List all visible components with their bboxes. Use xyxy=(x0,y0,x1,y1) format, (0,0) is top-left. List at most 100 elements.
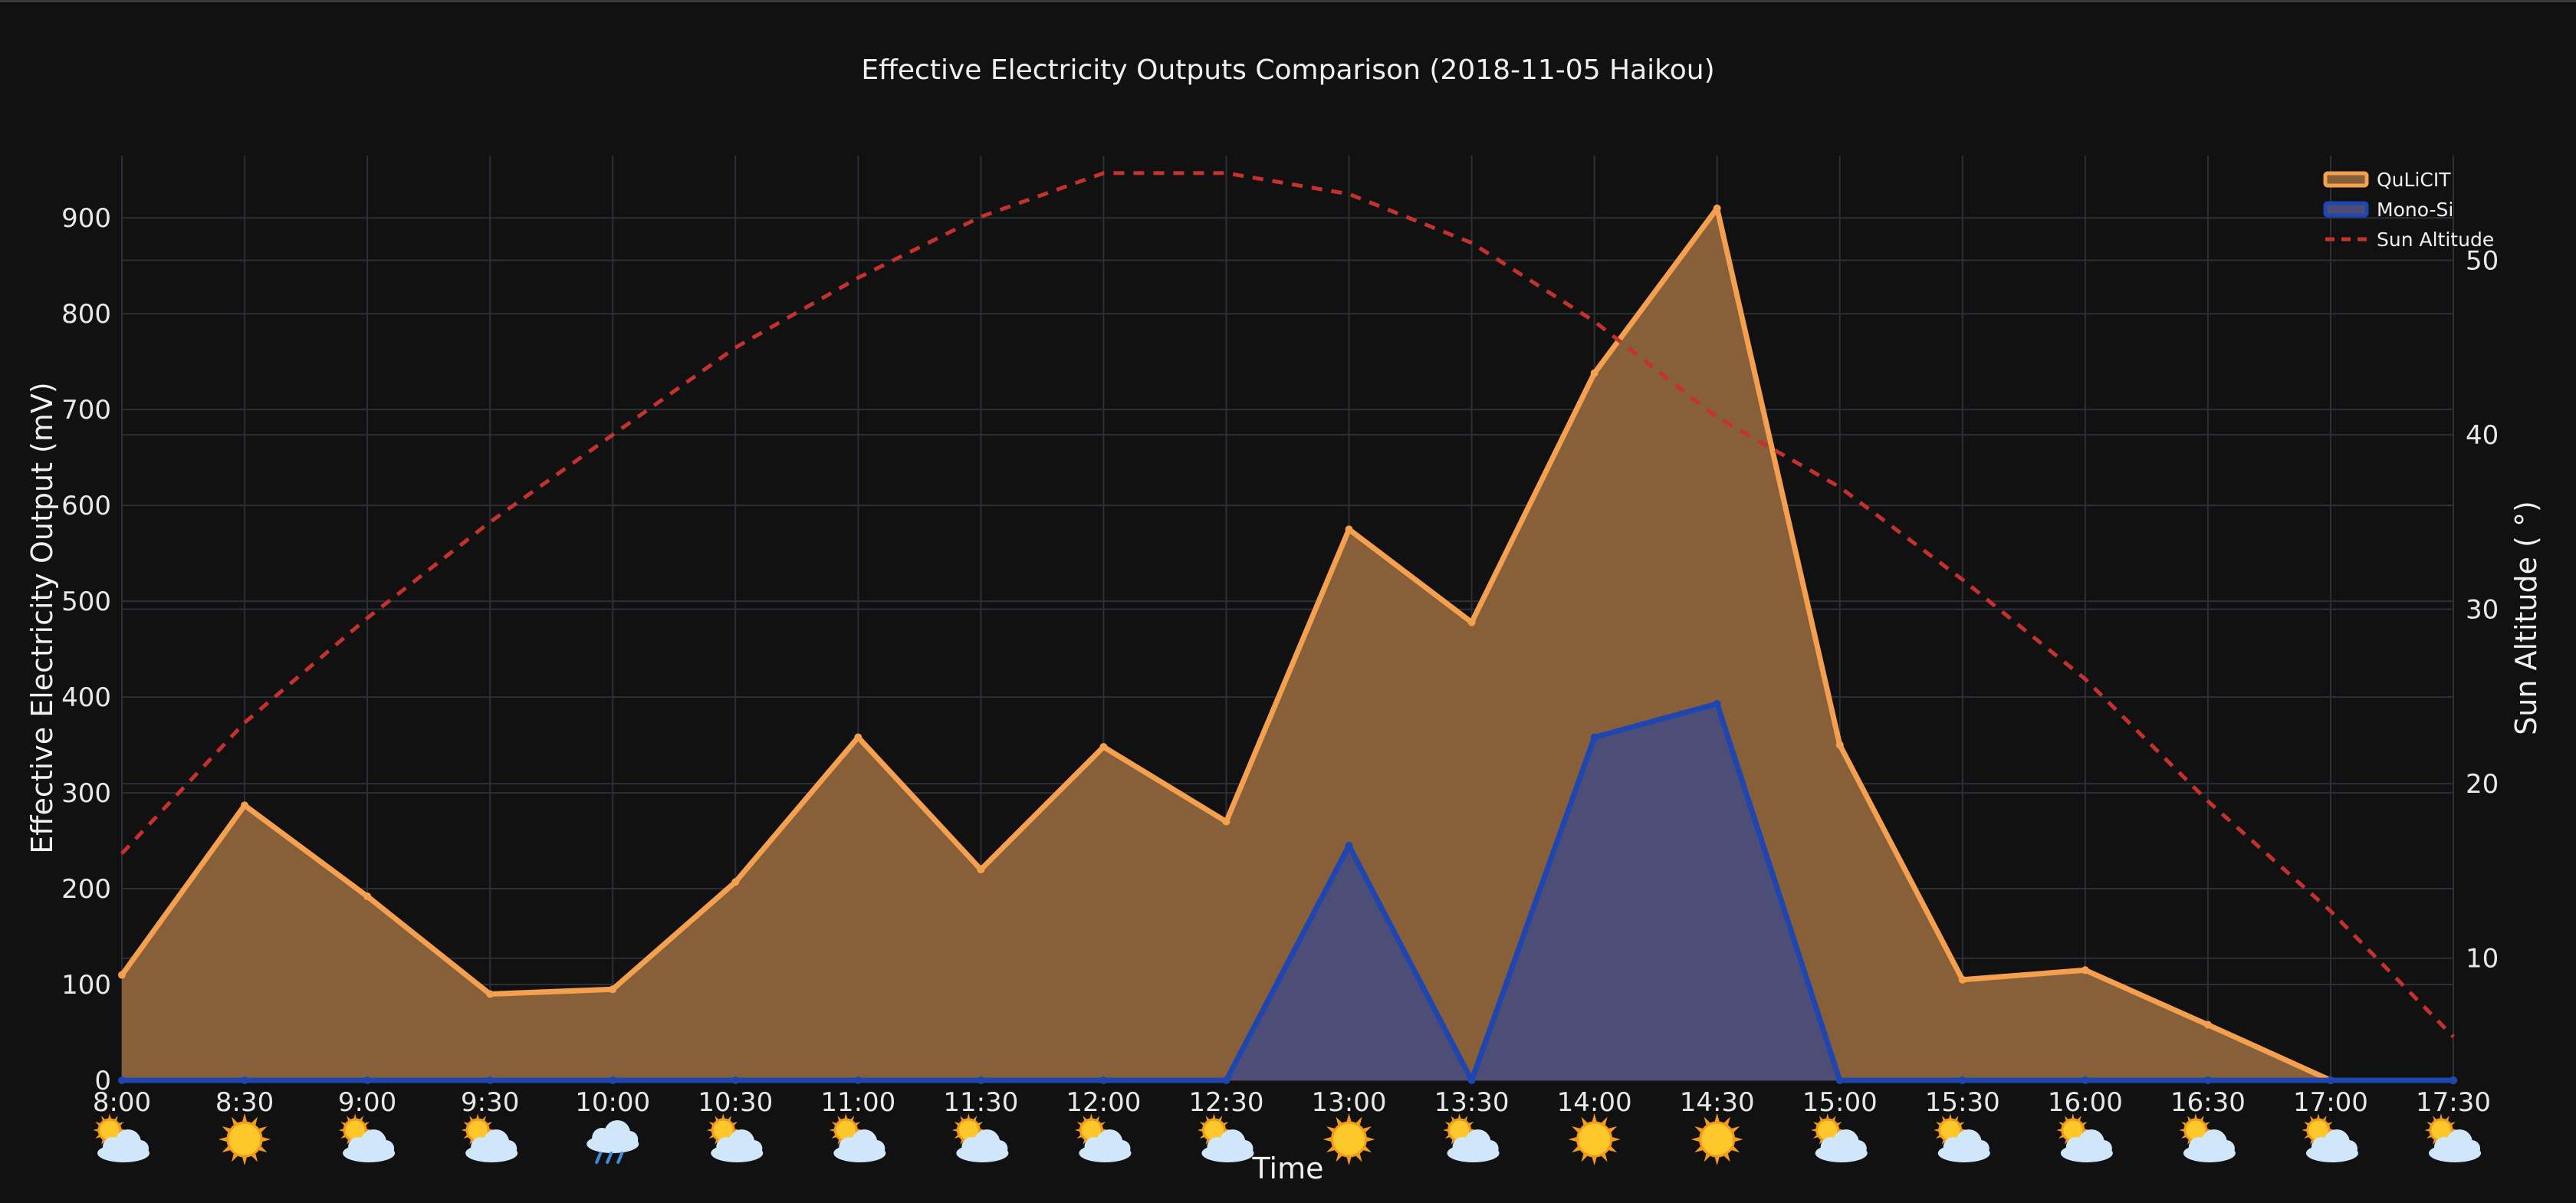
x-tick-label: 13:00 xyxy=(1312,1087,1387,1118)
sun-ray xyxy=(260,1136,271,1142)
monosi-point xyxy=(1099,1076,1108,1084)
monosi-point xyxy=(1467,1076,1476,1084)
sun-ray xyxy=(1733,1136,1743,1142)
y-tick-label: 700 xyxy=(61,395,111,426)
monosi-point xyxy=(2326,1076,2334,1084)
partly-cloudy-icon xyxy=(1811,1113,1868,1162)
cloud-part xyxy=(132,1140,149,1157)
sunny-icon xyxy=(1322,1113,1375,1166)
sun-ray xyxy=(1691,1136,1702,1142)
monosi-point xyxy=(731,1076,740,1084)
partly-cloudy-icon xyxy=(2424,1113,2481,1162)
x-tick-label: 16:00 xyxy=(2048,1087,2123,1118)
sun-ray xyxy=(1610,1136,1621,1142)
monosi-point xyxy=(1345,841,1353,850)
sunny-icon xyxy=(1691,1113,1743,1166)
monosi-point xyxy=(2203,1076,2212,1084)
x-tick-label: 17:00 xyxy=(2293,1087,2368,1118)
y-tick-label: 500 xyxy=(61,587,111,617)
y2-tick-label: 50 xyxy=(2466,246,2499,277)
monosi-point xyxy=(609,1076,617,1084)
monosi-point xyxy=(241,1076,249,1084)
partly-cloudy-icon xyxy=(461,1113,518,1162)
sun-altitude-line xyxy=(120,171,2455,1038)
rain-icon xyxy=(586,1120,639,1164)
x-tick-label: 9:00 xyxy=(338,1087,396,1118)
monosi-point xyxy=(486,1076,495,1084)
cloud-part xyxy=(868,1140,886,1157)
monosi-point xyxy=(1590,733,1598,741)
partly-cloudy-icon xyxy=(93,1113,150,1162)
monosi-point xyxy=(2450,1076,2457,1084)
monosi-point xyxy=(977,1076,985,1084)
sun-ray xyxy=(1346,1113,1352,1124)
legend-label-sun-altitude: Sun Altitude xyxy=(2377,228,2494,251)
area-layer xyxy=(122,208,2453,1081)
qulicit-point xyxy=(363,892,372,901)
sun-ray xyxy=(1322,1136,1333,1142)
cloud-part xyxy=(1849,1140,1867,1157)
monosi-area xyxy=(122,703,2453,1080)
y-tick-label: 0 xyxy=(94,1066,111,1096)
legend-item-qulicit[interactable]: QuLiCIT xyxy=(2323,169,2451,191)
monosi-point xyxy=(1835,1076,1844,1084)
qulicit-point xyxy=(977,866,985,874)
qulicit-point xyxy=(1467,618,1476,626)
partly-cloudy-icon xyxy=(1934,1113,1990,1162)
x-tick-label: 11:00 xyxy=(820,1087,895,1118)
sun-ray xyxy=(242,1155,248,1166)
icon-layer xyxy=(93,1113,2481,1166)
monosi-point xyxy=(854,1076,863,1084)
cloud-part xyxy=(1113,1140,1131,1157)
legend-item-monosi[interactable]: Mono-Si xyxy=(2323,199,2453,221)
cloud-part xyxy=(2463,1140,2480,1157)
axis-layer: 0 100 200 300 400 500 600 700 800 900 10 20 30 40 50 8:… xyxy=(61,203,2499,1118)
legend-item-sun-altitude[interactable]: Sun Altitude xyxy=(2325,228,2494,251)
partly-cloudy-icon xyxy=(829,1113,886,1162)
x-tick-label: 9:30 xyxy=(461,1087,519,1118)
partly-cloudy-icon xyxy=(951,1113,1009,1162)
y2-tick-label: 30 xyxy=(2466,595,2499,626)
monosi-point xyxy=(363,1076,372,1084)
cloud-part xyxy=(745,1140,763,1157)
qulicit-point xyxy=(118,971,126,979)
cloud-part xyxy=(500,1140,518,1157)
y2-tick-label: 10 xyxy=(2466,944,2499,975)
x-tick-label: 8:30 xyxy=(215,1087,274,1118)
sun-ray xyxy=(1714,1113,1720,1124)
qulicit-point xyxy=(731,878,740,886)
qulicit-point xyxy=(486,990,495,998)
y-axis-label: Effective Electricity Output (mV) xyxy=(25,382,59,853)
cloud-part xyxy=(377,1140,395,1157)
legend-swatch-qulicit xyxy=(2323,171,2369,188)
cloud-part xyxy=(2340,1140,2358,1157)
cloud-part xyxy=(2095,1140,2112,1157)
qulicit-point xyxy=(241,801,249,810)
x-tick-label: 16:30 xyxy=(2170,1087,2246,1118)
qulicit-point xyxy=(1590,369,1598,377)
x-tick-label: 11:30 xyxy=(943,1087,1018,1118)
line-layer xyxy=(118,171,2457,1084)
x-tick-label: 17:30 xyxy=(2416,1087,2491,1118)
legend-swatch-monosi xyxy=(2323,201,2369,218)
y-tick-label: 100 xyxy=(61,970,111,1001)
y-tick-label: 400 xyxy=(61,682,111,713)
legend: QuLiCIT Mono-Si Sun Altitude xyxy=(2323,169,2494,251)
sun-ray xyxy=(1591,1155,1598,1166)
x-tick-label: 8:00 xyxy=(93,1087,151,1118)
monosi-point xyxy=(1958,1076,1967,1084)
sun-ray xyxy=(1591,1113,1598,1124)
cloud-part xyxy=(991,1140,1008,1157)
partly-cloudy-icon xyxy=(2056,1113,2113,1162)
qulicit-point xyxy=(2081,966,2089,975)
sun-ray xyxy=(1346,1155,1352,1166)
y2-tick-label: 20 xyxy=(2466,769,2499,800)
sunny-icon xyxy=(1568,1113,1621,1166)
x-tick-label: 14:30 xyxy=(1680,1087,1755,1118)
y-tick-label: 200 xyxy=(61,874,111,905)
qulicit-point xyxy=(2203,1021,2212,1029)
cloud-part xyxy=(621,1131,639,1148)
x-tick-label: 15:30 xyxy=(1925,1087,2000,1118)
partly-cloudy-icon xyxy=(2302,1113,2358,1162)
